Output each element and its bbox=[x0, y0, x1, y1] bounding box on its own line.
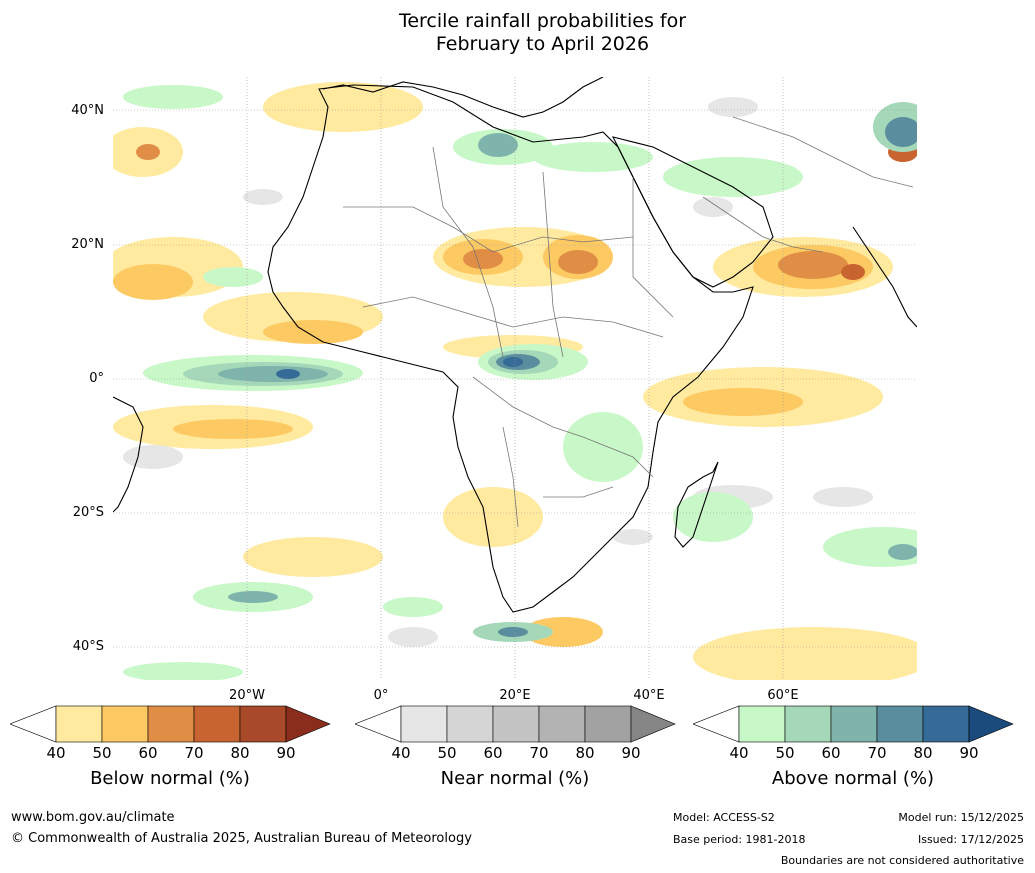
colorbar-below-tick: 60 bbox=[138, 744, 158, 762]
lat-label-40n: 40°N bbox=[71, 103, 104, 118]
colorbar-above-tick: 60 bbox=[821, 744, 841, 762]
lon-label-20w: 20°W bbox=[229, 688, 265, 703]
colorbar-below-seg-2 bbox=[101, 705, 149, 743]
map-svg bbox=[113, 77, 917, 680]
footer-copyright: © Commonwealth of Australia 2025, Austra… bbox=[11, 831, 472, 846]
colorbar-below-min-arrow bbox=[10, 705, 57, 743]
country-borders bbox=[343, 116, 914, 528]
colorbar-near-seg-5 bbox=[584, 705, 632, 743]
map-title: Tercile rainfall probabilities for Febru… bbox=[0, 10, 1035, 56]
colorbar-near-seg-1 bbox=[400, 705, 448, 743]
lon-label-40e: 40°E bbox=[633, 688, 665, 703]
colorbar-above-seg-4 bbox=[876, 705, 924, 743]
colorbar-near-title: Near normal (%) bbox=[440, 768, 590, 789]
colorbar-above-tick: 80 bbox=[913, 744, 933, 762]
colorbar-above-min-arrow bbox=[693, 705, 740, 743]
colorbar-near bbox=[355, 705, 676, 743]
colorbar-below-title: Below normal (%) bbox=[90, 768, 250, 789]
colorbar-above-tick: 70 bbox=[867, 744, 887, 762]
footer-base-period: Base period: 1981-2018 bbox=[673, 833, 806, 846]
coastlines bbox=[113, 77, 917, 613]
footer-url: www.bom.gov.au/climate bbox=[11, 810, 175, 825]
colorbar-above-tick: 90 bbox=[959, 744, 979, 762]
colorbar-above-seg-2 bbox=[784, 705, 832, 743]
title-line-1: Tercile rainfall probabilities for bbox=[398, 10, 687, 32]
probability-map bbox=[113, 77, 917, 680]
colorbar-below-seg-4 bbox=[193, 705, 241, 743]
colorbar-above bbox=[693, 705, 1014, 743]
colorbar-near-seg-3 bbox=[492, 705, 540, 743]
footer-model-run: Model run: 15/12/2025 bbox=[898, 811, 1024, 824]
lat-label-20s: 20°S bbox=[72, 505, 104, 520]
colorbar-near-tick: 60 bbox=[483, 744, 503, 762]
lon-label-60e: 60°E bbox=[767, 688, 799, 703]
colorbar-above-seg-1 bbox=[738, 705, 786, 743]
colorbar-below-seg-3 bbox=[147, 705, 195, 743]
lat-label-40s: 40°S bbox=[72, 639, 104, 654]
colorbar-above-seg-5 bbox=[922, 705, 970, 743]
lon-label-20e: 20°E bbox=[499, 688, 531, 703]
colorbar-near-min-arrow bbox=[355, 705, 402, 743]
lon-label-0: 0° bbox=[373, 688, 389, 703]
footer-model: Model: ACCESS-S2 bbox=[673, 811, 775, 824]
colorbar-near-seg-2 bbox=[446, 705, 494, 743]
colorbar-above-tick: 40 bbox=[729, 744, 749, 762]
colorbar-below-tick: 40 bbox=[46, 744, 66, 762]
colorbar-below-tick: 90 bbox=[276, 744, 296, 762]
colorbar-near-tick: 80 bbox=[575, 744, 595, 762]
lat-label-0: 0° bbox=[89, 371, 104, 386]
footer-disclaimer: Boundaries are not considered authoritat… bbox=[780, 854, 1024, 867]
below-normal-field bbox=[113, 82, 917, 680]
colorbar-above-title: Above normal (%) bbox=[771, 768, 935, 789]
above-normal-field bbox=[123, 85, 917, 680]
colorbar-near-tick: 70 bbox=[529, 744, 549, 762]
colorbar-below-max-arrow bbox=[285, 705, 331, 743]
colorbar-below-tick: 70 bbox=[184, 744, 204, 762]
footer-issued: Issued: 17/12/2025 bbox=[917, 833, 1024, 846]
colorbar-above-seg-3 bbox=[830, 705, 878, 743]
colorbar-near-tick: 40 bbox=[391, 744, 411, 762]
colorbar-near-max-arrow bbox=[630, 705, 676, 743]
title-line-2: February to April 2026 bbox=[435, 33, 650, 55]
colorbar-below-tick: 80 bbox=[230, 744, 250, 762]
colorbar-above-tick: 50 bbox=[775, 744, 795, 762]
colorbar-below bbox=[10, 705, 331, 743]
colorbar-below-seg-1 bbox=[55, 705, 103, 743]
colorbar-near-tick: 90 bbox=[621, 744, 641, 762]
lat-label-20n: 20°N bbox=[71, 237, 104, 252]
near-normal-field bbox=[123, 97, 873, 647]
colorbar-below-seg-5 bbox=[239, 705, 287, 743]
colorbar-above-max-arrow bbox=[968, 705, 1014, 743]
colorbar-below-tick: 50 bbox=[92, 744, 112, 762]
colorbar-near-seg-4 bbox=[538, 705, 586, 743]
colorbar-near-tick: 50 bbox=[437, 744, 457, 762]
